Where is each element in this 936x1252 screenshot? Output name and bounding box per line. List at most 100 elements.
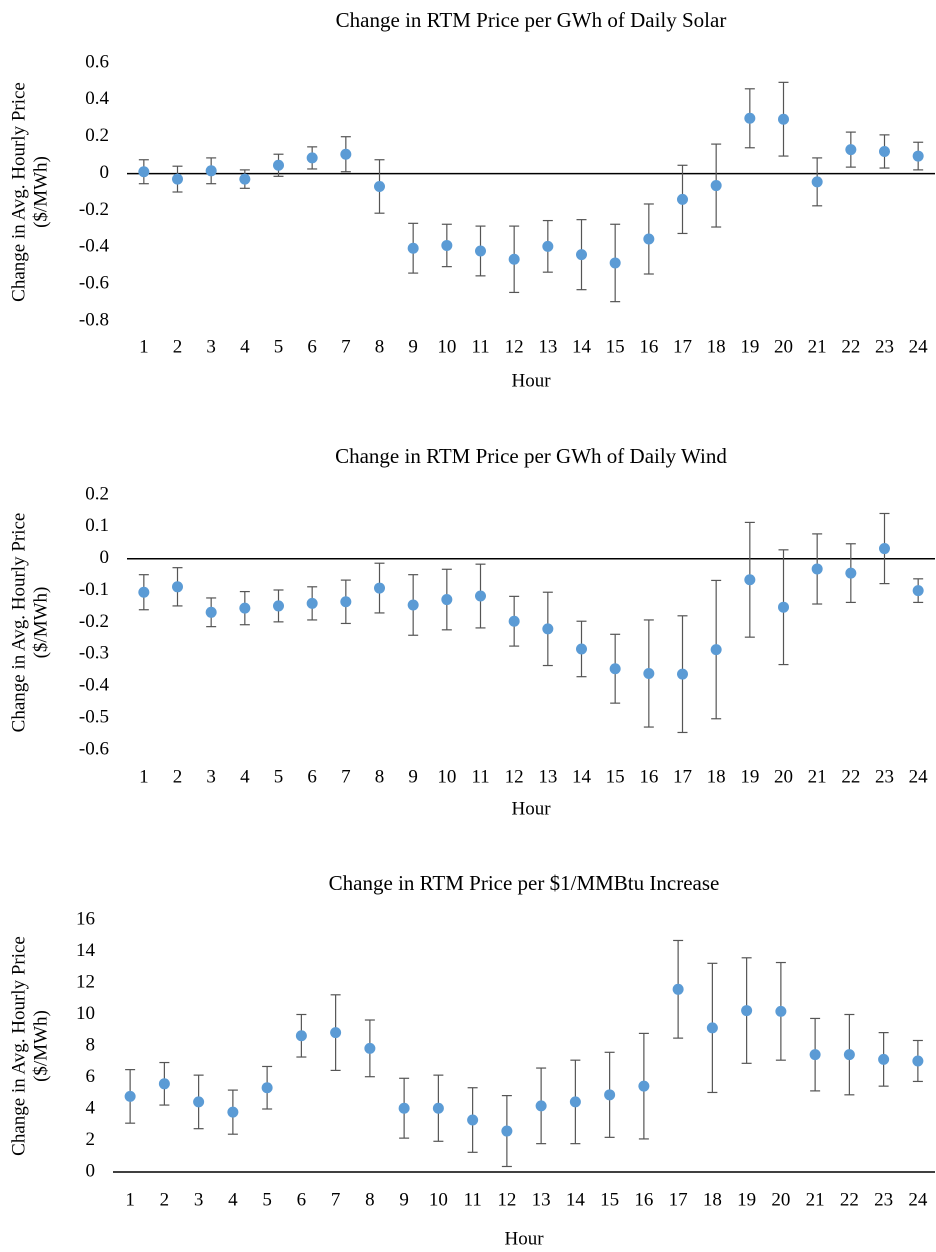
x-tick-label: 19: [737, 1189, 756, 1210]
point: [710, 644, 722, 656]
point: [306, 152, 318, 164]
point: [441, 594, 453, 606]
x-tick-label: 13: [538, 766, 557, 787]
x-tick-label: 6: [297, 1189, 307, 1210]
x-tick-label: 10: [437, 766, 456, 787]
point: [193, 1096, 205, 1108]
y-tick-label: 0: [86, 1160, 96, 1181]
x-tick-label: 7: [341, 336, 351, 357]
x-tick-label: 22: [841, 336, 860, 357]
point: [778, 113, 789, 125]
point: [340, 596, 352, 608]
x-tick-label: 5: [262, 1189, 272, 1210]
y-tick-label: 12: [76, 971, 95, 992]
point: [441, 239, 453, 251]
y-tick-label: 4: [86, 1097, 96, 1118]
x-tick-label: 4: [240, 766, 250, 787]
x-tick-label: 11: [471, 336, 489, 357]
y-axis-title: ($/MWh): [30, 587, 51, 659]
x-tick-label: 23: [875, 336, 894, 357]
x-tick-label: 17: [669, 1189, 688, 1210]
y-axis-title: Change in Avg. Hourly Price: [8, 82, 29, 302]
x-tick-label: 21: [806, 1189, 825, 1210]
point: [330, 1027, 342, 1039]
point: [710, 180, 722, 192]
point: [604, 1089, 616, 1101]
x-tick-label: 2: [160, 1189, 170, 1210]
point: [374, 180, 385, 192]
point: [775, 1005, 787, 1017]
point: [340, 148, 352, 160]
x-tick-label: 5: [274, 766, 284, 787]
x-tick-label: 19: [740, 766, 759, 787]
y-tick-label: 8: [86, 1034, 96, 1055]
point: [407, 599, 419, 611]
point: [569, 1096, 581, 1108]
point: [508, 253, 520, 265]
x-tick-label: 10: [437, 336, 456, 357]
x-tick-label: 8: [365, 1189, 375, 1210]
x-tick-label: 21: [808, 766, 827, 787]
point: [535, 1100, 547, 1112]
point: [432, 1102, 444, 1114]
x-tick-label: 15: [606, 336, 625, 357]
chart-title: Change in RTM Price per GWh of Daily Win…: [335, 444, 727, 468]
point: [643, 668, 655, 679]
x-tick-label: 18: [707, 336, 726, 357]
x-tick-label: 3: [206, 766, 216, 787]
y-tick-label: 14: [76, 940, 96, 961]
y-tick-label: -0.5: [79, 706, 109, 727]
x-tick-label: 22: [841, 766, 860, 787]
x-tick-label: 13: [532, 1189, 551, 1210]
point: [273, 600, 284, 612]
x-tick-label: 21: [808, 336, 827, 357]
point: [398, 1102, 410, 1114]
x-tick-label: 18: [703, 1189, 722, 1210]
x-tick-label: 7: [341, 766, 351, 787]
y-tick-label: -0.6: [79, 738, 109, 759]
point: [508, 615, 520, 627]
y-tick-label: 0.2: [85, 483, 109, 504]
y-tick-label: -0.6: [79, 273, 109, 294]
x-tick-label: 23: [875, 766, 894, 787]
x-tick-label: 6: [307, 766, 317, 787]
point: [677, 193, 688, 205]
y-tick-label: 0.4: [85, 88, 109, 109]
x-tick-label: 11: [471, 766, 489, 787]
point: [809, 1049, 821, 1061]
x-tick-label: 19: [740, 336, 759, 357]
point: [811, 176, 823, 188]
y-tick-label: -0.3: [79, 643, 109, 664]
y-tick-label: -0.4: [79, 236, 110, 257]
x-tick-label: 8: [375, 336, 385, 357]
point: [609, 663, 621, 675]
y-tick-label: -0.4: [79, 675, 110, 696]
point: [374, 582, 385, 594]
point: [124, 1090, 136, 1102]
y-tick-label: 2: [86, 1129, 96, 1150]
x-axis-title: Hour: [511, 370, 551, 391]
point: [677, 668, 688, 680]
point: [295, 1030, 307, 1042]
point: [475, 590, 486, 602]
point: [811, 563, 823, 575]
x-tick-label: 8: [375, 766, 385, 787]
point: [407, 242, 419, 254]
x-tick-label: 17: [673, 766, 692, 787]
y-tick-label: 0: [100, 162, 110, 183]
point: [609, 257, 621, 269]
x-tick-label: 4: [228, 1189, 238, 1210]
point: [912, 150, 924, 162]
point: [638, 1080, 650, 1092]
x-tick-label: 2: [173, 766, 183, 787]
y-axis-title: ($/MWh): [30, 1010, 51, 1082]
y-axis-title: Change in Avg. Hourly Price: [8, 936, 29, 1156]
point: [576, 643, 587, 655]
x-tick-label: 20: [774, 336, 793, 357]
point: [138, 586, 150, 598]
x-axis-title: Hour: [504, 1228, 544, 1249]
point: [158, 1078, 170, 1090]
point: [205, 165, 217, 177]
y-tick-label: 10: [76, 1003, 95, 1024]
